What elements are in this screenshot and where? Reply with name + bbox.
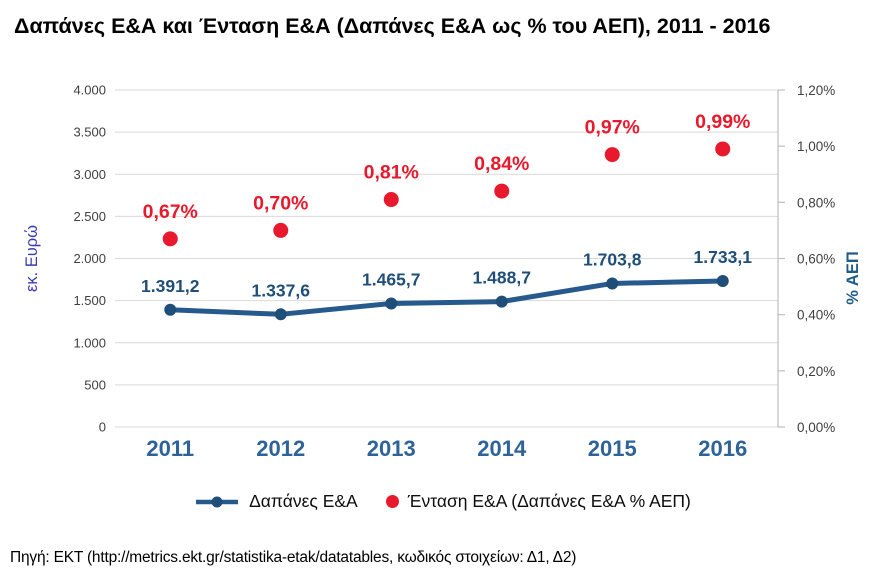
expenditure-point <box>716 274 729 287</box>
expenditure-data-label: 1.703,8 <box>583 249 642 269</box>
left-axis-tick-label: 2.500 <box>73 209 106 224</box>
expenditure-point <box>495 295 508 308</box>
left-axis-tick-label: 3.000 <box>73 167 106 182</box>
expenditure-data-label: 1.337,6 <box>252 280 311 300</box>
x-axis-year-label: 2014 <box>477 436 527 461</box>
expenditure-data-label: 1.488,7 <box>473 268 531 288</box>
intensity-point <box>715 141 731 157</box>
intensity-data-label: 0,70% <box>253 192 308 214</box>
legend-item-expenditure: Δαπάνες Ε&Α <box>194 491 358 512</box>
expenditure-point <box>274 308 287 321</box>
legend-item-intensity: Ένταση Ε&Α (Δαπάνες Ε&Α % ΑΕΠ) <box>385 491 691 512</box>
dot-marker-icon <box>385 495 399 508</box>
expenditure-point <box>606 277 619 290</box>
left-axis-title: εκ. Ευρώ <box>23 225 41 292</box>
expenditure-line <box>167 278 726 317</box>
right-axis-tick-label: 1,00% <box>797 139 835 154</box>
intensity-data-label: 0,67% <box>143 201 198 223</box>
left-axis-tick-label: 1.500 <box>73 293 106 308</box>
intensity-data-label: 0,84% <box>474 153 529 175</box>
source-note: Πηγή: ΕΚΤ (http://metrics.ekt.gr/statist… <box>10 549 577 566</box>
intensity-data-label: 0,99% <box>695 111 750 133</box>
intensity-point <box>383 192 399 208</box>
expenditure-data-label: 1.733,1 <box>694 247 753 267</box>
right-axis-tick-label: 1,20% <box>797 83 835 98</box>
expenditure-data-label: 1.391,2 <box>141 276 200 296</box>
intensity-point <box>162 231 178 247</box>
right-axis-tick-label: 0,20% <box>797 364 835 379</box>
right-axis-tick-label: 0,00% <box>797 420 835 435</box>
left-axis-tick-label: 4.000 <box>73 83 106 98</box>
left-axis-tick-label: 500 <box>84 377 106 392</box>
legend-label-intensity: Ένταση Ε&Α (Δαπάνες Ε&Α % ΑΕΠ) <box>407 491 691 511</box>
right-axis-title: % ΑΕΠ <box>844 251 862 304</box>
intensity-data-label: 0,81% <box>364 162 419 184</box>
left-axis-tick-label: 0 <box>99 420 106 435</box>
right-axis-tick-label: 0,80% <box>797 195 835 210</box>
expenditure-point <box>164 303 177 316</box>
x-axis-year-label: 2011 <box>146 436 194 461</box>
expenditure-point <box>385 297 398 310</box>
x-axis-year-label: 2012 <box>256 436 305 461</box>
intensity-point <box>273 222 289 238</box>
left-axis-tick-label: 3.500 <box>73 125 106 140</box>
intensity-point <box>494 183 510 199</box>
expenditure-data-label: 1.465,7 <box>362 270 420 290</box>
chart-legend: Δαπάνες Ε&Α Ένταση Ε&Α (Δαπάνες Ε&Α % ΑΕ… <box>0 491 885 512</box>
x-axis-year-label: 2015 <box>588 436 637 461</box>
right-axis-tick-label: 0,60% <box>797 252 835 267</box>
right-axis-tick-label: 0,40% <box>797 308 835 323</box>
left-axis-tick-label: 1.000 <box>73 335 106 350</box>
left-axis-tick-label: 2.000 <box>73 251 106 266</box>
chart-title: Δαπάνες Ε&Α και Ένταση Ε&Α (Δαπάνες Ε&Α … <box>14 14 771 38</box>
legend-label-expenditure: Δαπάνες Ε&Α <box>249 491 358 511</box>
x-axis-year-label: 2016 <box>698 436 747 461</box>
intensity-data-label: 0,97% <box>585 117 640 139</box>
line-marker-icon <box>196 496 239 507</box>
intensity-point <box>604 147 620 163</box>
x-axis-year-label: 2013 <box>367 436 416 461</box>
